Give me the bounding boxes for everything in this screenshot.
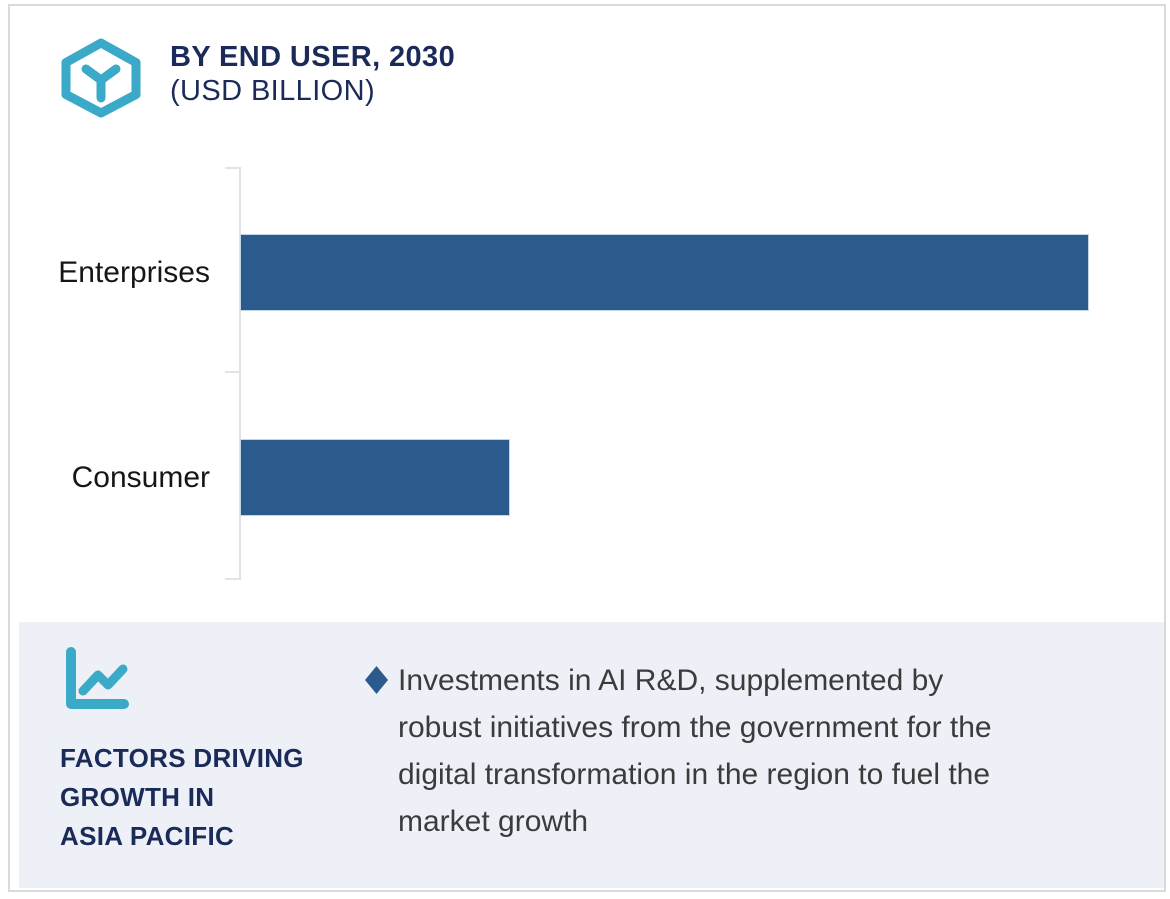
category-label-consumer: Consumer	[71, 460, 210, 494]
category-axis-line	[239, 167, 241, 580]
axis-tick	[225, 371, 240, 373]
chart-title-line2: (USD BILLION)	[170, 75, 376, 107]
factors-title-line: ASIA PACIFIC	[60, 821, 235, 851]
category-label-enterprises: Enterprises	[58, 255, 210, 289]
factors-title-line: GROWTH IN	[60, 782, 215, 812]
line-chart-icon	[66, 647, 129, 709]
bar-enterprises	[241, 235, 1088, 310]
factors-title-line: FACTORS DRIVING	[60, 743, 304, 773]
axis-tick	[225, 578, 240, 580]
factor-bullet-line: market growth	[398, 805, 589, 838]
factor-bullet-line: Investments in AI R&D, supplemented by	[398, 664, 944, 697]
factors-title: FACTORS DRIVING GROWTH IN ASIA PACIFIC	[60, 739, 304, 856]
chart-title: BY END USER, 2030 (USD BILLION)	[170, 40, 455, 108]
chart-title-line1: BY END USER, 2030	[170, 41, 456, 73]
factors-panel: FACTORS DRIVING GROWTH IN ASIA PACIFIC I…	[19, 622, 1164, 888]
axis-tick	[225, 167, 240, 169]
factor-bullet-text: Investments in AI R&D, supplemented by r…	[398, 657, 1138, 845]
cube-hexagon-icon	[61, 38, 141, 118]
factor-bullet-line: robust initiatives from the government f…	[398, 711, 992, 744]
factor-bullet-line: digital transformation in the region to …	[398, 758, 991, 791]
diamond-bullet-icon	[365, 666, 388, 694]
bar-consumer	[241, 440, 509, 515]
